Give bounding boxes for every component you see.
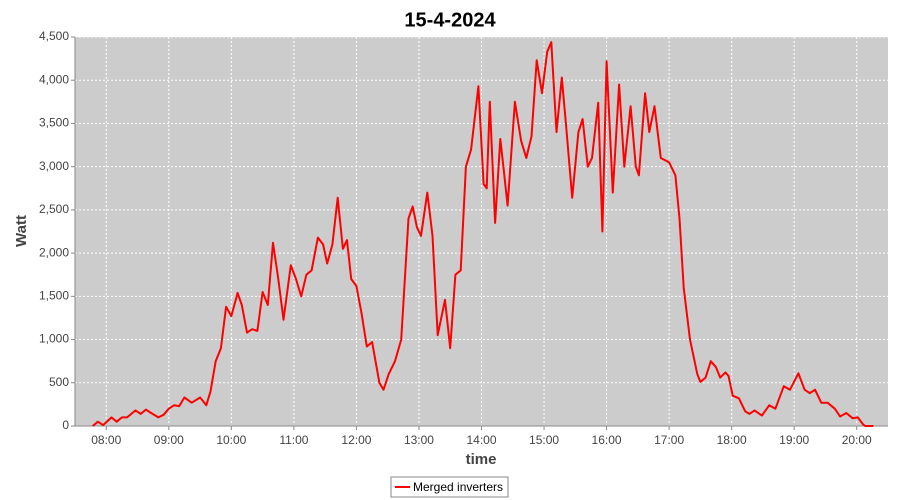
x-tick-label: 19:00 xyxy=(779,433,809,447)
y-tick-label: 1,500 xyxy=(39,289,69,303)
x-tick-label: 10:00 xyxy=(216,433,246,447)
x-axis-label: time xyxy=(466,451,497,468)
y-tick-label: 4,000 xyxy=(39,72,69,86)
x-tick-label: 11:00 xyxy=(279,433,308,447)
x-tick-label: 08:00 xyxy=(91,433,121,447)
chart-title: 15-4-2024 xyxy=(404,9,496,31)
x-tick-label: 17:00 xyxy=(654,433,684,447)
x-tick-label: 14:00 xyxy=(466,433,496,447)
x-tick-label: 20:00 xyxy=(842,433,872,447)
x-tick-label: 13:00 xyxy=(404,433,434,447)
y-tick-label: 3,500 xyxy=(39,116,69,130)
y-tick-label: 0 xyxy=(62,418,69,432)
x-tick-label: 12:00 xyxy=(341,433,371,447)
series-line xyxy=(92,41,874,427)
y-tick-label: 500 xyxy=(49,375,69,389)
legend-box xyxy=(390,476,509,498)
x-tick-label: 09:00 xyxy=(154,433,184,447)
y-tick-label: 4,500 xyxy=(39,29,69,43)
x-tick-label: 15:00 xyxy=(529,433,559,447)
y-tick-label: 1,000 xyxy=(39,332,69,346)
y-tick-label: 3,000 xyxy=(39,159,69,173)
y-axis-label: Watt xyxy=(13,215,30,247)
legend-label: Merged inverters xyxy=(413,480,503,494)
x-tick-label: 16:00 xyxy=(592,433,622,447)
x-tick-label: 18:00 xyxy=(717,433,747,447)
plot-area xyxy=(75,37,888,426)
y-tick-label: 2,000 xyxy=(39,245,69,259)
y-tick-label: 2,500 xyxy=(39,202,69,216)
